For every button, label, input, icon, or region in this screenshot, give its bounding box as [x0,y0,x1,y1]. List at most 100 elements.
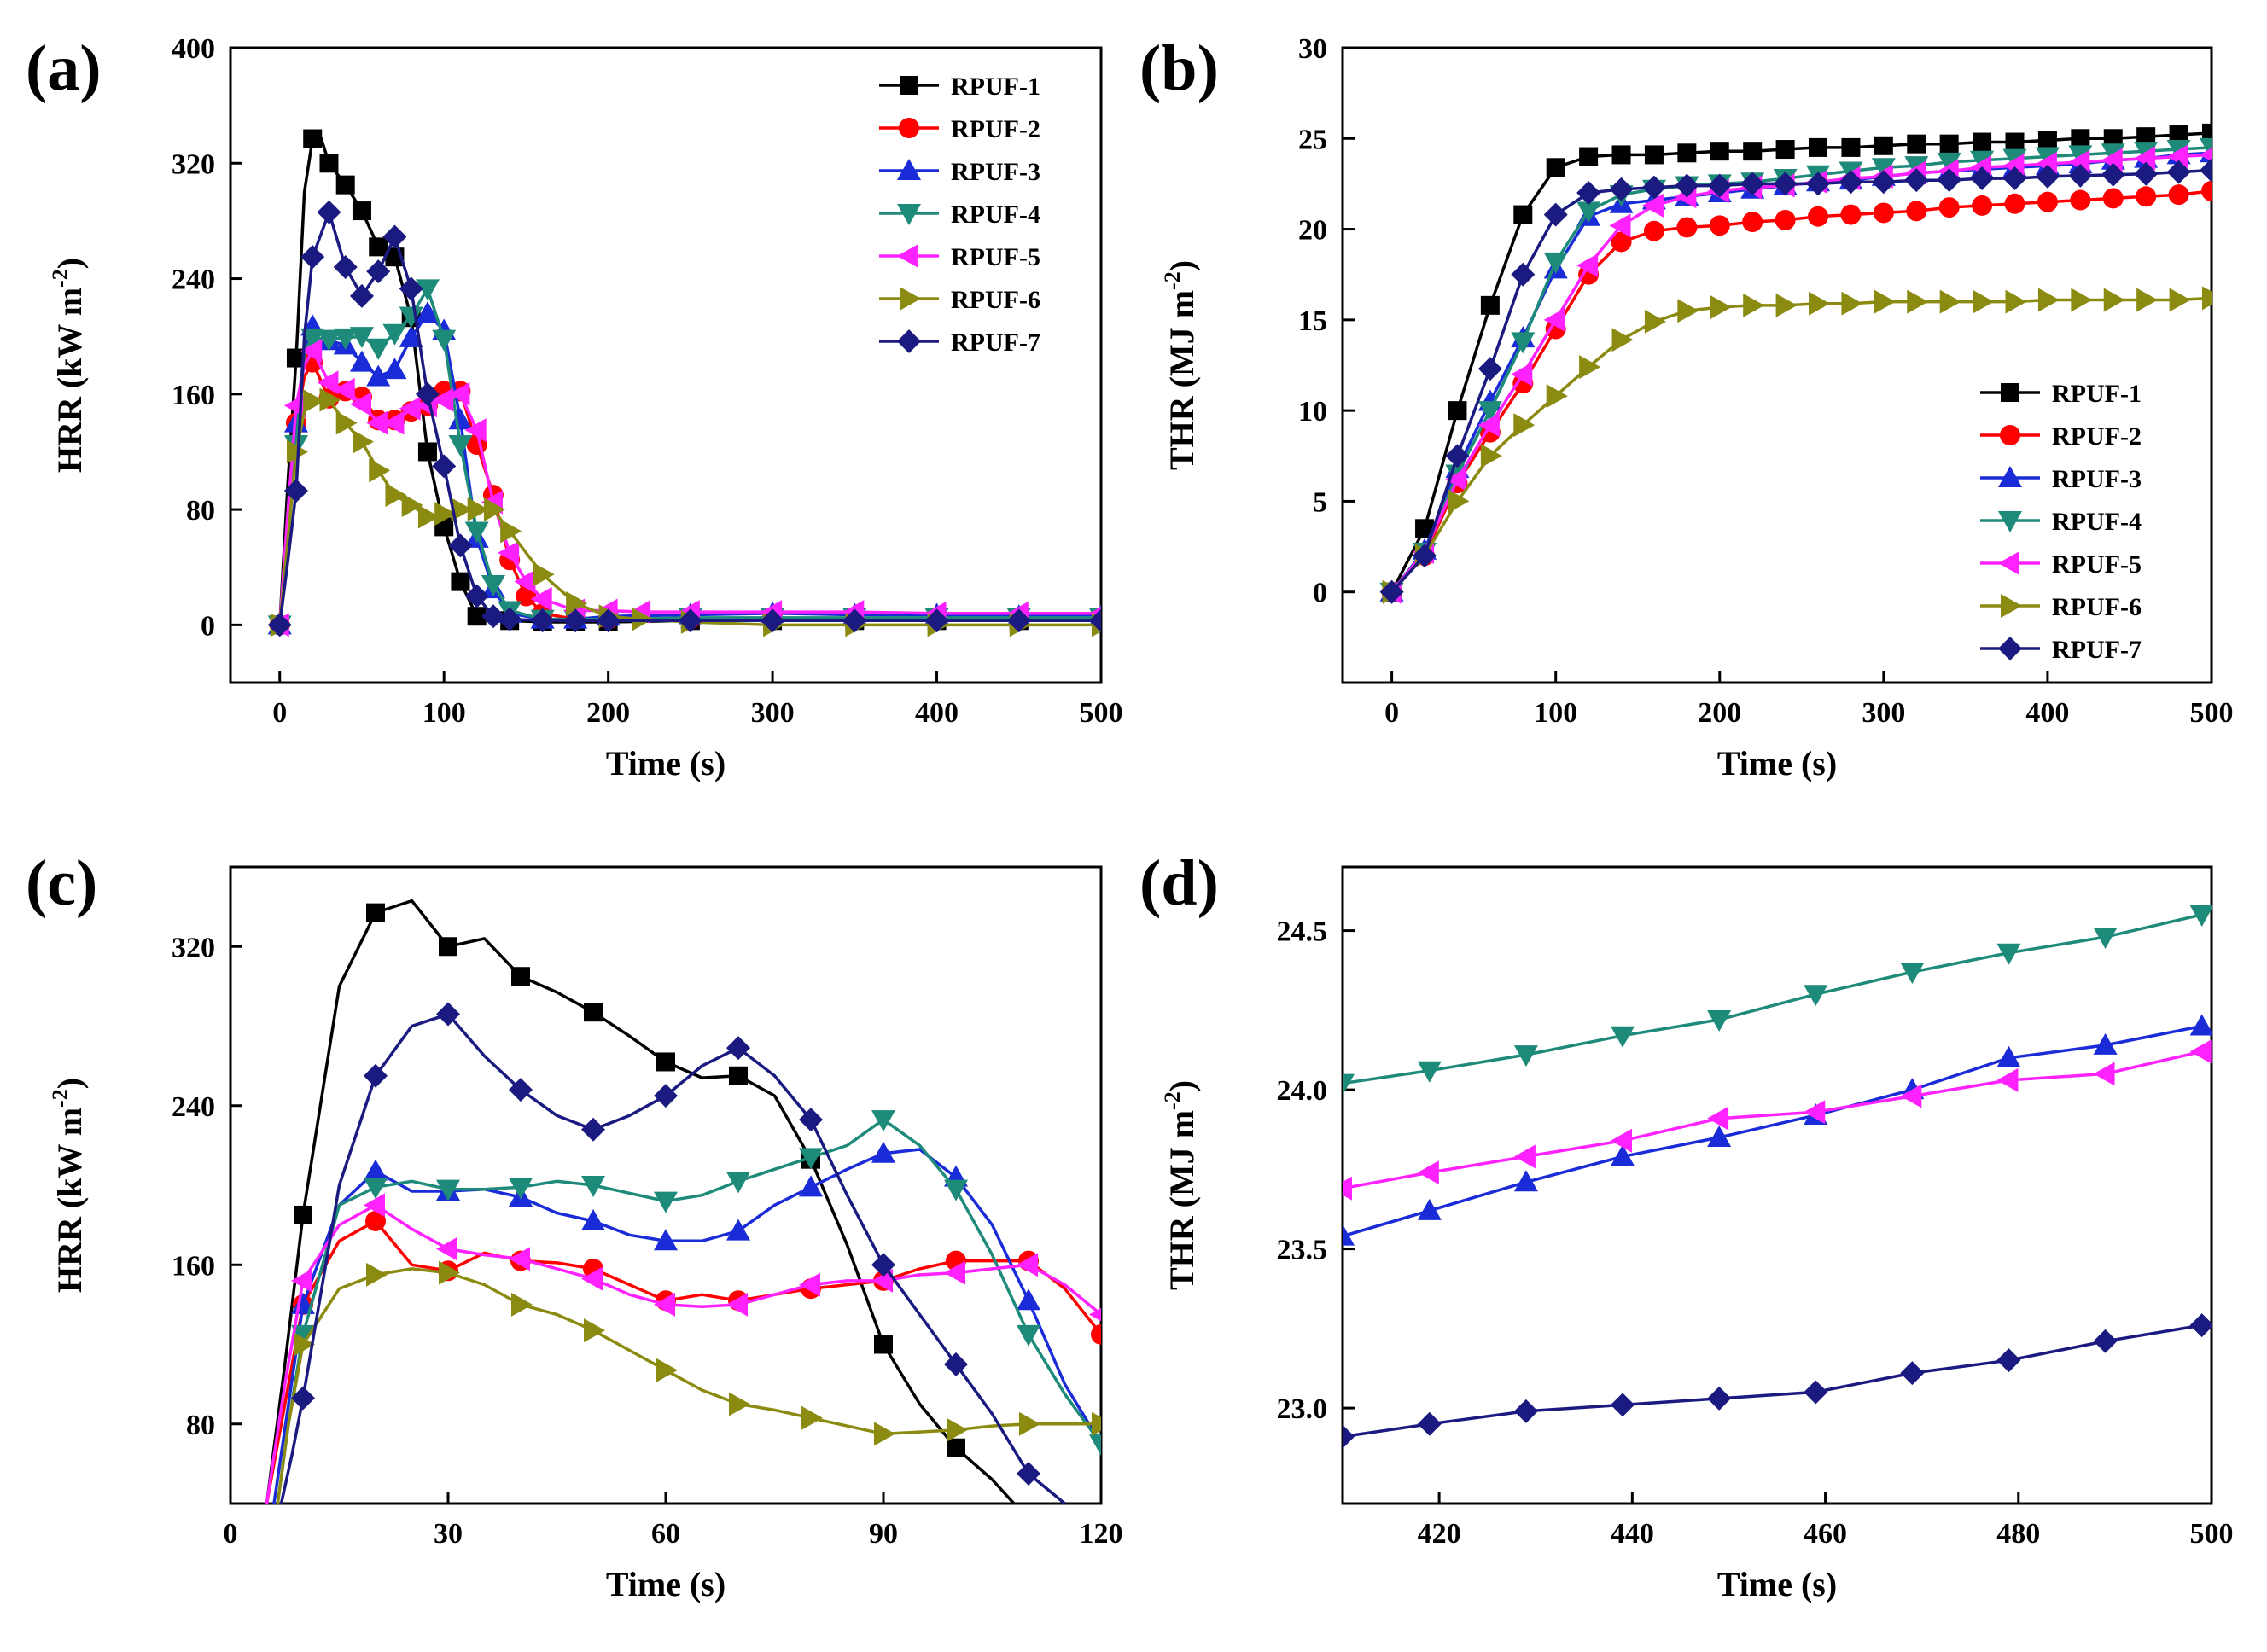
data-point-rpuf-7 [382,224,407,249]
data-point-rpuf-3 [415,301,440,323]
data-point-rpuf-6 [303,389,325,414]
legend-marker-rpuf-3 [897,159,921,180]
data-point-rpuf-7 [1511,262,1536,287]
data-point-rpuf-3 [654,1229,678,1251]
legend: RPUF-1 RPUF-2 RPUF-3 RPUF-4 RPUF-5 RPUF-6 RPUF… [879,73,1040,357]
data-point-rpuf-1 [1480,295,1500,315]
data-point-rpuf-4 [944,1179,968,1201]
data-point-rpuf-1 [584,1003,603,1022]
data-point-rpuf-5 [317,370,339,395]
y-tick-label: 320 [172,148,215,180]
data-point-rpuf-7 [1413,544,1437,568]
data-point-rpuf-3 [2093,1032,2118,1055]
data-point-rpuf-1 [286,348,306,368]
data-point-rpuf-5 [726,1292,748,1317]
data-point-rpuf-6 [335,410,358,435]
data-point-rpuf-2 [1611,231,1632,253]
series-rpuf-2 [265,1210,1101,1504]
data-point-rpuf-1 [874,1335,893,1354]
data-point-rpuf-4 [1937,152,1961,174]
data-point-rpuf-2 [2136,186,2157,207]
data-point-rpuf-4 [349,327,374,349]
series-line-rpuf-3 [272,1148,1101,1504]
data-point-rpuf-7 [1740,172,1765,196]
data-point-rpuf-6 [366,1262,388,1287]
data-point-rpuf-1 [319,154,339,173]
legend-marker-rpuf-7 [1998,637,2022,660]
data-point-rpuf-7 [364,1063,388,1088]
data-point-rpuf-4 [581,1176,605,1197]
data-point-rpuf-1 [366,903,385,922]
panel-d: (d) 420 440 460 480 500 23.0 23.5 24.0 24.5 Time (… [1139,847,2234,1603]
panel-a: (a) 0 100 200 300 400 500 0 80 160 240 320 400 Time (… [26,32,1123,782]
series-line-rpuf-7 [279,1012,1066,1504]
data-point-rpuf-7 [924,608,949,633]
data-point-rpuf-1 [1939,134,1959,154]
data-point-rpuf-6 [1019,1411,1040,1436]
data-point-rpuf-6 [1579,355,1601,380]
y-tick-label: 320 [172,932,215,963]
series-line-rpuf-3 [277,311,1101,625]
plot-area [1379,123,2212,604]
data-point-rpuf-5 [530,586,552,611]
data-point-rpuf-7 [1839,170,1863,195]
x-tick-label: 300 [1862,697,1905,729]
data-point-rpuf-6 [500,519,522,544]
data-point-rpuf-5 [2093,1062,2115,1086]
data-point-rpuf-7 [1089,608,1101,633]
series-rpuf-7 [279,1002,1066,1504]
data-point-rpuf-1 [511,967,530,986]
legend-label-rpuf-5: RPUF-5 [951,243,1040,271]
plot-area [265,899,1101,1504]
data-point-rpuf-7 [267,613,292,637]
data-point-rpuf-4 [1611,1026,1635,1048]
data-point-rpuf-3 [1017,1288,1040,1311]
x-tick-label: 400 [2025,697,2069,729]
x-tick-label: 440 [1611,1518,1654,1550]
data-point-rpuf-7 [464,584,489,608]
data-point-rpuf-6 [1809,291,1831,316]
y-tick-label: 20 [1298,215,1327,247]
data-point-rpuf-5 [2101,148,2123,172]
data-point-rpuf-4 [364,1178,388,1200]
data-point-rpuf-3 [399,325,423,347]
data-point-rpuf-6 [566,591,588,615]
data-point-rpuf-6 [439,1260,460,1285]
data-point-rpuf-5 [1513,1144,1536,1169]
data-point-rpuf-6 [947,1417,968,1442]
data-point-rpuf-1 [2037,131,2057,150]
data-point-rpuf-7 [1006,608,1031,633]
data-point-rpuf-7 [498,607,522,631]
data-point-rpuf-6 [401,493,423,518]
data-point-rpuf-6 [1611,328,1634,352]
data-point-rpuf-7 [581,1117,605,1142]
data-point-rpuf-1 [2169,125,2188,145]
x-tick-label: 500 [1080,697,1123,729]
data-point-rpuf-3 [364,1159,388,1181]
data-point-rpuf-6 [369,458,391,483]
data-point-rpuf-7 [596,608,621,633]
legend-marker-rpuf-6 [900,287,921,311]
data-point-rpuf-4 [1511,332,1536,354]
data-point-rpuf-2 [1873,202,1894,224]
data-point-rpuf-7 [2068,163,2093,188]
data-point-rpuf-6 [352,429,374,454]
data-point-rpuf-7 [1576,181,1601,206]
y-tick-label: 5 [1313,486,1327,518]
data-point-rpuf-5 [2200,148,2212,162]
data-point-rpuf-5 [1343,1176,1352,1201]
x-tick-label: 480 [1996,1518,2040,1550]
y-tick-label: 10 [1298,396,1327,428]
data-point-rpuf-7 [283,479,308,503]
plot-frame [1341,46,2213,684]
y-tick-label: 240 [172,265,215,296]
data-point-rpuf-3 [349,350,374,372]
x-axis-title: Time (s) [606,744,726,782]
data-point-rpuf-5 [2166,144,2188,169]
data-point-rpuf-6 [1448,489,1470,514]
data-point-rpuf-5 [1511,362,1533,387]
data-point-rpuf-4 [1996,943,2021,965]
data-point-rpuf-4 [726,1172,750,1194]
series-rpuf-6 [276,1260,1101,1504]
data-point-rpuf-7 [317,200,341,224]
